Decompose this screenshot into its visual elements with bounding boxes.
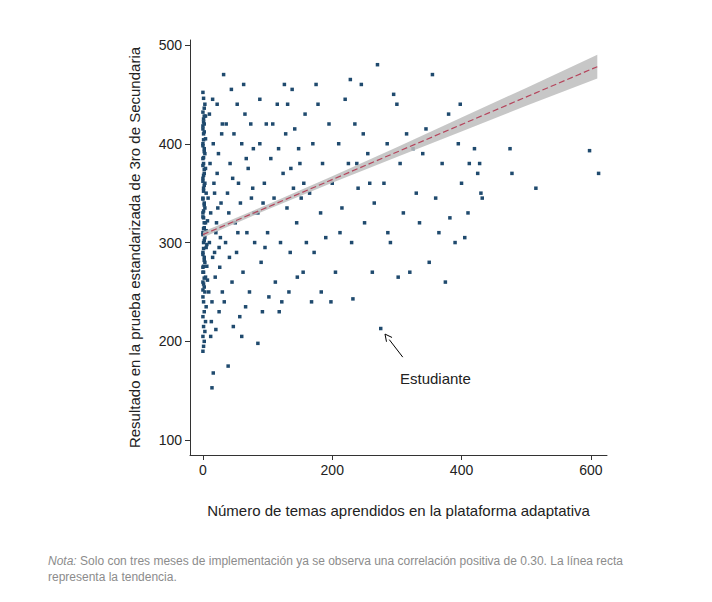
svg-text:Resultado en la prueba estanda: Resultado en la prueba estandarizada de …	[126, 46, 143, 448]
svg-text:200: 200	[321, 462, 345, 478]
svg-text:400: 400	[450, 462, 474, 478]
svg-text:Número de temas aprendidos en: Número de temas aprendidos en la platafo…	[207, 502, 590, 519]
svg-text:400: 400	[159, 136, 183, 152]
svg-text:200: 200	[159, 333, 183, 349]
html-text:Nota: Solo con tres meses de i: Nota: Solo con tres meses de implementac…	[48, 554, 623, 584]
svg-text:Estudiante: Estudiante	[400, 370, 471, 387]
svg-text:500: 500	[159, 37, 183, 53]
svg-text:0: 0	[199, 462, 207, 478]
svg-text:100: 100	[159, 432, 183, 448]
svg-text:300: 300	[159, 235, 183, 251]
svg-text:600: 600	[579, 462, 603, 478]
